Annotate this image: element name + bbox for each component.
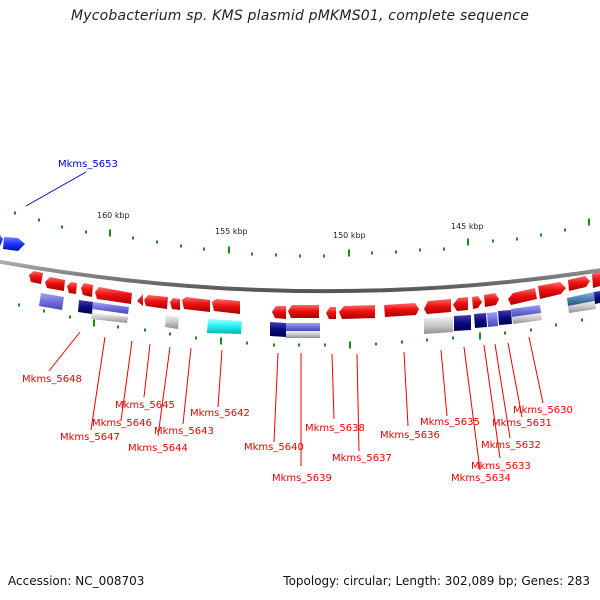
map-title: Mycobacterium sp. KMS plasmid pMKMS01, c… [70,8,530,24]
gene-label-Mkms_5639: Mkms_5639 [272,473,332,484]
cds-arrow [45,277,65,291]
cds-arrow [182,297,210,312]
outer-scale-ticks [14,211,590,258]
gene-label-Mkms_5644: Mkms_5644 [128,443,188,454]
gene-label-Mkms_5647: Mkms_5647 [60,432,120,443]
cds-arrow [170,298,180,310]
callout-line [507,342,523,418]
gene-label-Mkms_5633: Mkms_5633 [471,461,531,472]
inner-scale-ticks [18,303,583,349]
gene-label-Mkms_5632: Mkms_5632 [481,440,541,451]
gene-label-Mkms_5637: Mkms_5637 [332,453,392,464]
feature-block-purple [92,302,129,314]
cds-arrow [326,307,336,319]
feature-block-navy [498,310,512,325]
gene-label-Mkms_5646: Mkms_5646 [92,418,152,429]
feature-block-grey [512,313,542,324]
gene-label-Mkms_5631: Mkms_5631 [492,418,552,429]
cds-Mkms_5653 [3,237,25,251]
feature-block-navy [270,322,286,337]
gene-label-Mkms_5640: Mkms_5640 [244,442,304,453]
gene-label-Mkms_5648: Mkms_5648 [22,374,82,385]
gene-label-Mkms_5634: Mkms_5634 [451,473,511,484]
callout-line [90,336,106,431]
cds-arrow [384,303,419,317]
cds-arrow [288,305,319,318]
feature-block-navy [454,315,471,331]
callout-line [217,349,223,408]
callout-line [157,346,171,437]
accession-text: Accession: NC_008703 [8,574,145,588]
gene-label-Mkms_5638: Mkms_5638 [305,423,365,434]
callout-line [494,343,511,439]
gene-label-Mkms_5630: Mkms_5630 [513,405,573,416]
feature-block-grey [568,301,596,313]
gene-label-Mkms_5653: Mkms_5653 [58,159,118,170]
gene-callouts: Mkms_5653Mkms_5648Mkms_5647Mkms_5646Mkms… [22,159,573,484]
cds-arrow [272,306,286,319]
cds-track [29,271,600,319]
callout-line [463,346,481,471]
cds-arrow [212,299,240,314]
callout-line [273,352,279,443]
feature-block-grey [286,331,320,338]
feature-block-navy [594,291,600,304]
gene-label-Mkms_5645: Mkms_5645 [115,400,175,411]
cds-arrow [453,297,468,311]
feature-block-purple [39,293,64,310]
kbp-label-145: 145 kbp [451,222,484,231]
callout-line [403,351,409,427]
feature-block-steel [567,292,595,306]
cds-arrow [472,296,482,309]
cds-arrow [568,276,590,291]
callout-line [483,344,501,459]
gene-label-Mkms_5643: Mkms_5643 [154,426,214,437]
callout-line [120,340,133,422]
feature-block-grey [424,317,453,334]
kbp-label-160: 160 kbp [97,211,130,220]
cds-arrow [508,288,537,305]
callout-line [331,353,335,420]
feature-block-cyan [207,319,242,334]
cds-arrow [81,283,93,297]
feature-block-grey [91,313,128,323]
feature-block-navy [78,300,93,314]
gene-label-Mkms_5636: Mkms_5636 [380,430,440,441]
plasmid-backbone [0,259,600,294]
cds-arrow [339,305,375,319]
cds-arrow [424,299,451,314]
cds-arrow [67,282,77,294]
gene-label-Mkms_5642: Mkms_5642 [190,408,250,419]
kbp-label-155: 155 kbp [215,227,248,236]
cds-arrow [592,272,600,288]
genome-summary-text: Topology: circular; Length: 302,089 bp; … [283,574,590,588]
feature-blocks [39,291,600,338]
feature-block-navy [474,313,487,328]
cds-arrow [29,271,43,284]
gene-label-Mkms_5635: Mkms_5635 [420,417,480,428]
feature-block-purple [511,305,541,317]
cds-arrow [484,293,499,307]
callout-line [143,343,151,398]
feature-block-grey [165,315,179,329]
callout-line [48,331,81,372]
callout-line [182,347,192,425]
callout-line [440,349,448,417]
cds-arrow [144,295,168,309]
cds-arrow [137,294,143,306]
kbp-label-150: 150 kbp [333,231,366,240]
cds-partial-left [0,235,3,246]
feature-block-purple [487,312,498,327]
callout-line [25,171,87,207]
callout-line [528,336,544,404]
cds-arrow [95,287,132,304]
callout-line [356,353,360,452]
kbp-scale-labels: 160 kbp 155 kbp 150 kbp 145 kbp [97,211,484,240]
cds-arrow [538,282,566,299]
feature-block-purple [286,323,320,331]
